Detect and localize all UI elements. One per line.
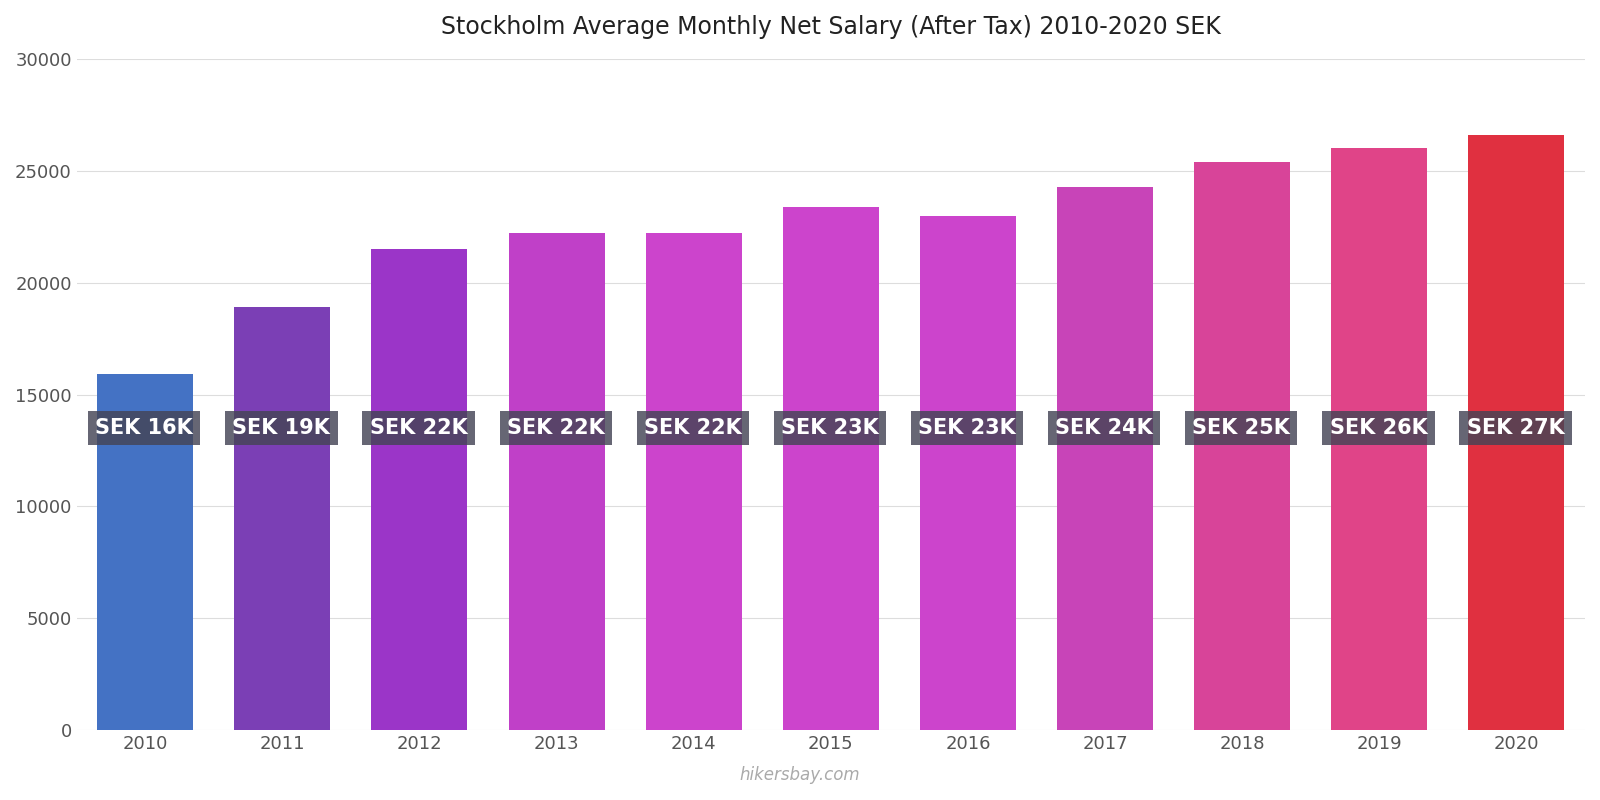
Title: Stockholm Average Monthly Net Salary (After Tax) 2010-2020 SEK: Stockholm Average Monthly Net Salary (Af… — [442, 15, 1221, 39]
Bar — [1058, 186, 1154, 730]
Bar — [1331, 149, 1427, 730]
Bar — [234, 307, 330, 730]
Text: SEK 19K: SEK 19K — [232, 418, 330, 438]
Bar — [782, 206, 878, 730]
Text: SEK 24K: SEK 24K — [1056, 418, 1154, 438]
Bar — [509, 234, 605, 730]
Text: hikersbay.com: hikersbay.com — [739, 766, 861, 784]
Text: SEK 22K: SEK 22K — [507, 418, 605, 438]
Bar — [1194, 162, 1290, 730]
Bar — [1469, 135, 1565, 730]
Text: SEK 25K: SEK 25K — [1192, 418, 1290, 438]
Bar — [371, 249, 467, 730]
Bar — [98, 374, 194, 730]
Text: SEK 26K: SEK 26K — [1330, 418, 1427, 438]
Text: SEK 22K: SEK 22K — [643, 418, 742, 438]
Text: SEK 23K: SEK 23K — [918, 418, 1016, 438]
Bar — [920, 215, 1016, 730]
Text: SEK 23K: SEK 23K — [781, 418, 878, 438]
Text: SEK 22K: SEK 22K — [370, 418, 467, 438]
Text: SEK 27K: SEK 27K — [1467, 418, 1565, 438]
Bar — [646, 234, 742, 730]
Text: SEK 16K: SEK 16K — [96, 418, 194, 438]
